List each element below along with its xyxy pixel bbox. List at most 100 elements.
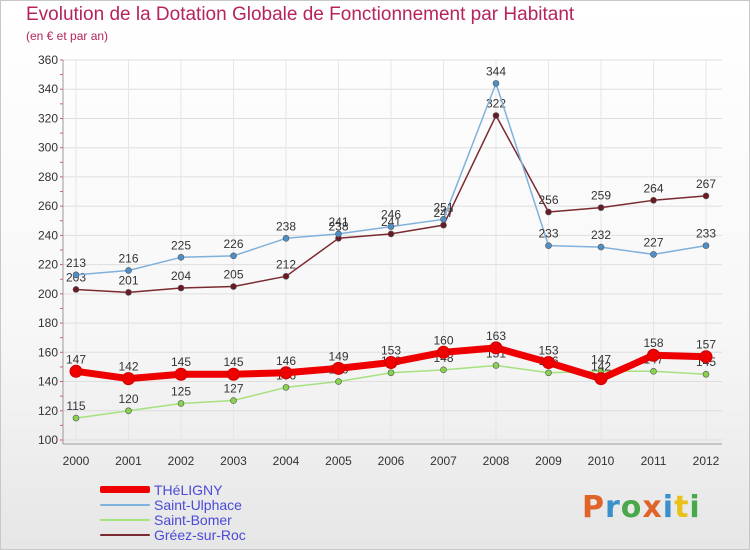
data-point xyxy=(335,378,342,385)
data-point xyxy=(489,341,503,355)
data-point xyxy=(177,400,185,407)
logo-letter: x xyxy=(642,490,663,525)
data-label: 115 xyxy=(66,399,85,413)
data-label: 267 xyxy=(696,177,716,191)
data-point xyxy=(597,243,605,251)
data-point xyxy=(387,230,395,238)
data-label: 125 xyxy=(171,384,191,398)
data-point xyxy=(702,192,710,200)
data-point xyxy=(440,366,447,374)
x-tick-label: 2004 xyxy=(273,454,300,468)
data-label: 204 xyxy=(171,269,191,283)
data-point xyxy=(332,361,345,375)
data-label: 264 xyxy=(643,181,663,195)
data-label: 153 xyxy=(538,344,558,358)
data-point xyxy=(545,369,552,377)
legend-swatch xyxy=(100,503,150,506)
data-label: 241 xyxy=(328,215,348,229)
logo-letter: P xyxy=(582,490,605,525)
proxiti-logo: Proxiti xyxy=(582,490,701,525)
data-point xyxy=(230,397,237,404)
data-point xyxy=(594,372,608,386)
data-label: 226 xyxy=(223,237,243,251)
line-chart: 100 120 140 160 180 200 220 240 260 280 300 320 340 3… xyxy=(38,53,722,468)
data-point xyxy=(122,372,135,386)
data-label: 238 xyxy=(328,219,348,233)
data-label: 160 xyxy=(433,333,453,347)
data-label: 205 xyxy=(223,268,243,282)
legend-item: Saint-Ulphace xyxy=(100,497,246,513)
y-tick-label: 240 xyxy=(38,228,58,242)
data-label: 157 xyxy=(696,338,716,352)
logo-letter: i xyxy=(662,490,675,525)
data-label: 146 xyxy=(276,354,296,368)
data-label: 256 xyxy=(538,193,558,207)
data-label: 344 xyxy=(486,64,506,78)
data-label: 238 xyxy=(276,219,296,233)
data-point xyxy=(282,273,290,280)
y-tick-label: 340 xyxy=(38,82,58,96)
data-point xyxy=(492,112,500,119)
x-tick-label: 2010 xyxy=(588,454,615,468)
y-tick-label: 300 xyxy=(38,141,58,155)
x-tick-label: 2009 xyxy=(535,454,562,468)
data-point xyxy=(177,284,185,292)
legend-item: Gréez-sur-Roc xyxy=(100,526,246,543)
x-tick-label: 2011 xyxy=(641,454,667,468)
data-label: 225 xyxy=(171,238,191,252)
data-label: 163 xyxy=(486,329,506,343)
data-label: 247 xyxy=(433,206,453,220)
data-label: 145 xyxy=(223,355,243,369)
data-point xyxy=(650,251,657,258)
chart-subtitle: (en € et par an) xyxy=(26,29,109,43)
data-point xyxy=(384,356,398,370)
data-label: 158 xyxy=(643,336,663,350)
data-label: 127 xyxy=(223,382,243,396)
data-point xyxy=(545,242,552,249)
legend-label: THéLIGNY xyxy=(154,481,223,498)
data-point xyxy=(125,289,132,296)
data-point xyxy=(542,356,555,370)
logo-letter: r xyxy=(605,490,621,525)
x-tick-label: 2002 xyxy=(168,454,195,468)
logo-letter: t xyxy=(674,490,690,525)
data-label: 227 xyxy=(643,235,663,249)
data-point xyxy=(699,350,713,364)
data-point xyxy=(230,283,237,290)
data-point xyxy=(440,221,447,229)
logo-letter: i xyxy=(689,490,701,525)
data-point xyxy=(72,414,80,422)
legend-label: Saint-Bomer xyxy=(154,511,232,528)
data-point xyxy=(282,384,290,391)
legend-swatch xyxy=(100,518,150,521)
data-label: 201 xyxy=(118,273,138,287)
data-label: 212 xyxy=(276,257,296,271)
data-point xyxy=(387,369,395,377)
data-label: 149 xyxy=(328,349,348,363)
data-point xyxy=(72,286,80,293)
data-point xyxy=(125,407,132,415)
data-label: 120 xyxy=(118,392,138,406)
x-tick-label: 2007 xyxy=(430,454,457,468)
y-tick-label: 140 xyxy=(38,375,58,389)
y-tick-label: 100 xyxy=(38,433,58,447)
data-point xyxy=(702,370,710,378)
x-tick-label: 2008 xyxy=(483,454,510,468)
data-label: 142 xyxy=(118,360,138,374)
y-tick-label: 180 xyxy=(38,316,58,330)
data-point xyxy=(650,197,657,204)
y-tick-label: 220 xyxy=(38,258,58,272)
data-label: 147 xyxy=(591,352,611,366)
data-point xyxy=(227,367,240,381)
legend: THéLIGNY Saint-Ulphace Saint-Bomer Gréez-su… xyxy=(100,481,246,543)
data-point xyxy=(545,208,552,216)
data-point xyxy=(335,230,342,238)
chart-title: Evolution de la Dotation Globale de Fonc… xyxy=(26,4,575,25)
data-label: 246 xyxy=(381,208,401,222)
legend-label: Gréez-sur-Roc xyxy=(154,526,246,543)
data-label: 233 xyxy=(538,227,558,241)
x-tick-label: 2000 xyxy=(63,454,90,468)
legend-item: Saint-Bomer xyxy=(100,511,246,528)
data-point xyxy=(279,366,293,380)
